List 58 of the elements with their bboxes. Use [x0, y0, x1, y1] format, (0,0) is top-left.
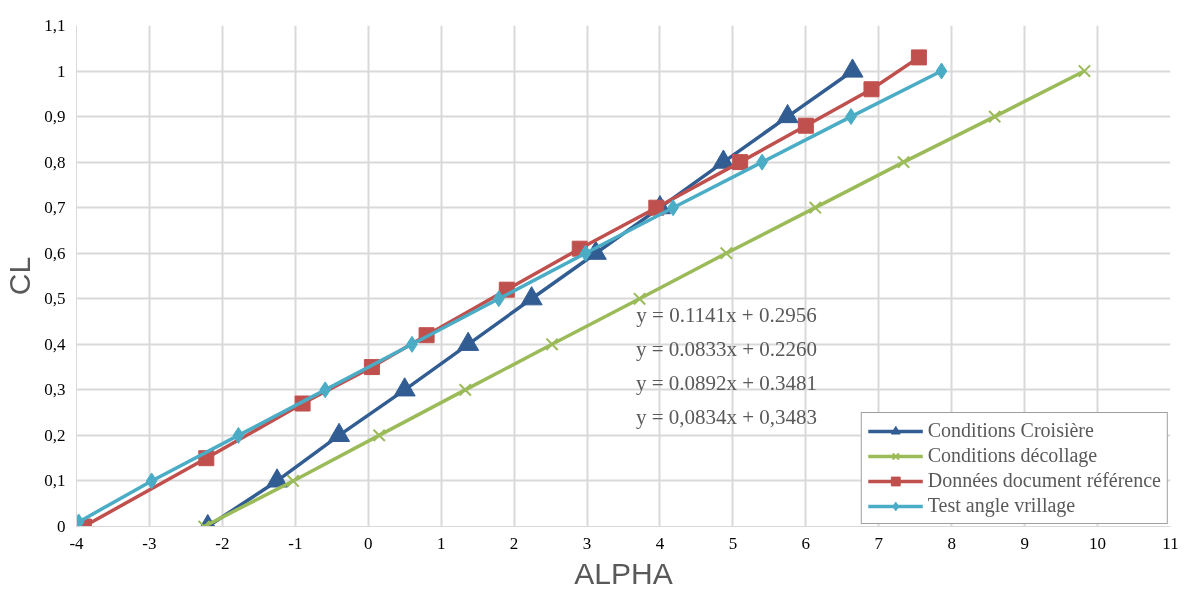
y-tick-label: 0,5 [44, 289, 66, 309]
x-tick-label: -1 [288, 533, 303, 553]
y-tick-label: 0,3 [44, 380, 66, 400]
point [632, 292, 647, 306]
point [863, 81, 880, 98]
x-tick-label: 6 [801, 533, 811, 553]
annotation: y = 0.0892x + 0.3481 [635, 370, 818, 395]
y-tick-label: 0,4 [44, 334, 66, 354]
x-tick-label: -2 [215, 533, 230, 553]
point [988, 109, 1002, 124]
x-tick-label: 1 [436, 533, 446, 553]
legend-label: Conditions Croisière [927, 419, 1094, 442]
point [732, 154, 749, 171]
point [797, 117, 814, 134]
point [372, 428, 386, 443]
x-tick-label: 8 [947, 533, 956, 553]
point [935, 62, 948, 80]
x-tick-label: 9 [1020, 533, 1029, 553]
y-axis-title: CL [3, 256, 37, 296]
point [319, 381, 332, 399]
y-tick-label: 0,6 [44, 243, 66, 263]
annotation: y = 0.0833x + 0.2260 [635, 336, 818, 361]
point [1077, 64, 1092, 78]
y-tick-label: 0,1 [44, 471, 66, 491]
point [808, 201, 822, 215]
legend-label: Conditions décollage [927, 444, 1098, 467]
point [492, 290, 505, 308]
point [458, 383, 472, 397]
x-tick-label: -3 [142, 533, 157, 553]
point [719, 246, 733, 260]
point [896, 155, 911, 169]
point [579, 244, 592, 262]
legend-label: Test angle vrillage [927, 494, 1076, 517]
point [286, 474, 300, 488]
x-tick-label: 11 [1162, 533, 1179, 553]
y-tick-label: 0,2 [44, 425, 66, 445]
y-tick-label: 0 [57, 517, 66, 536]
x-tick-label: 4 [655, 533, 665, 553]
x-tick-label: 2 [509, 533, 519, 553]
y-tick-label: 0,7 [44, 198, 66, 218]
y-tick-label: 0,8 [44, 152, 66, 172]
x-tick-label: -4 [69, 533, 85, 553]
y-tick-label: 1,1 [44, 16, 66, 35]
annotation: y = 0.1141x + 0.2956 [636, 302, 817, 327]
x-tick-label: 3 [582, 533, 592, 553]
x-axis-title: ALPHA [574, 556, 673, 590]
point [145, 472, 158, 490]
x-tick-label: 5 [728, 533, 738, 553]
annotation: y = 0,0834x + 0,3483 [635, 404, 818, 429]
x-tick-label: 0 [363, 533, 373, 553]
point [545, 337, 559, 351]
y-tick-label: 1 [57, 61, 66, 81]
x-tick-label: 7 [874, 533, 884, 553]
y-tick-label: 0,9 [44, 107, 66, 127]
point [910, 49, 927, 66]
legend-label: Données document référence [927, 469, 1161, 492]
x-tick-label: 10 [1089, 533, 1107, 553]
point [232, 426, 245, 444]
